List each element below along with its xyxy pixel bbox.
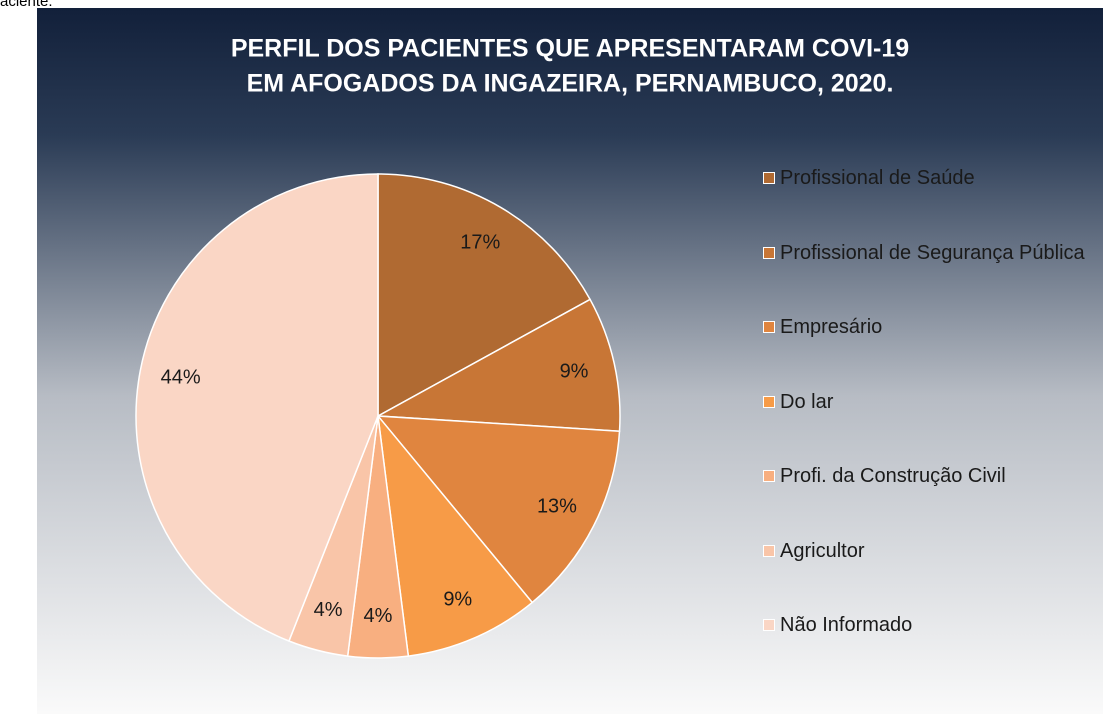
legend-item: Profi. da Construção Civil (763, 461, 1098, 491)
chart-title: PERFIL DOS PACIENTES QUE APRESENTARAM CO… (231, 35, 909, 63)
legend-label: Profissional de Saúde (780, 167, 975, 189)
legend-swatch (763, 321, 775, 333)
data-label: 44% (161, 367, 201, 389)
legend-label: Profissional de Segurança Pública (780, 241, 1085, 264)
data-label: 9% (560, 360, 589, 382)
legend-swatch (763, 619, 775, 631)
legend-label: Do lar (780, 390, 834, 413)
pie-slice (135, 173, 379, 642)
pie-slice (376, 413, 534, 657)
legend-item: Agricultor (763, 536, 1098, 566)
data-label: 13% (537, 495, 577, 517)
pie-slice (375, 298, 621, 432)
legend-label: Profi. da Construção Civil (780, 465, 1006, 487)
data-label: 9% (443, 589, 472, 611)
data-label: 4% (364, 605, 393, 627)
legend-label: Empresário (780, 316, 883, 338)
legend-item: Do lar (763, 387, 1098, 417)
caption: aciente. (0, 0, 53, 10)
legend-label: Não Informado (780, 614, 913, 636)
data-label: 4% (314, 599, 343, 621)
data-label: 17% (460, 231, 500, 253)
pie: 17% 9% 13% 9% 4% 4% 44% (135, 173, 621, 659)
legend-item: Profissional de Saúde (763, 163, 1098, 193)
chart-title: EM AFOGADOS DA INGAZEIRA, PERNAMBUCO, 20… (247, 70, 894, 98)
legend-swatch (763, 246, 775, 259)
legend-item: Empresário (763, 312, 1098, 342)
legend-item: Não Informado (763, 610, 1098, 640)
legend-swatch (763, 470, 775, 482)
pie-slice (376, 415, 621, 604)
legend-swatch (763, 544, 775, 557)
legend-swatch (763, 395, 775, 408)
pie-slice (377, 173, 592, 418)
legend-item: Profissional de Segurança Pública (763, 238, 1098, 268)
legend-swatch (763, 172, 775, 184)
legend-label: Agricultor (780, 539, 865, 562)
